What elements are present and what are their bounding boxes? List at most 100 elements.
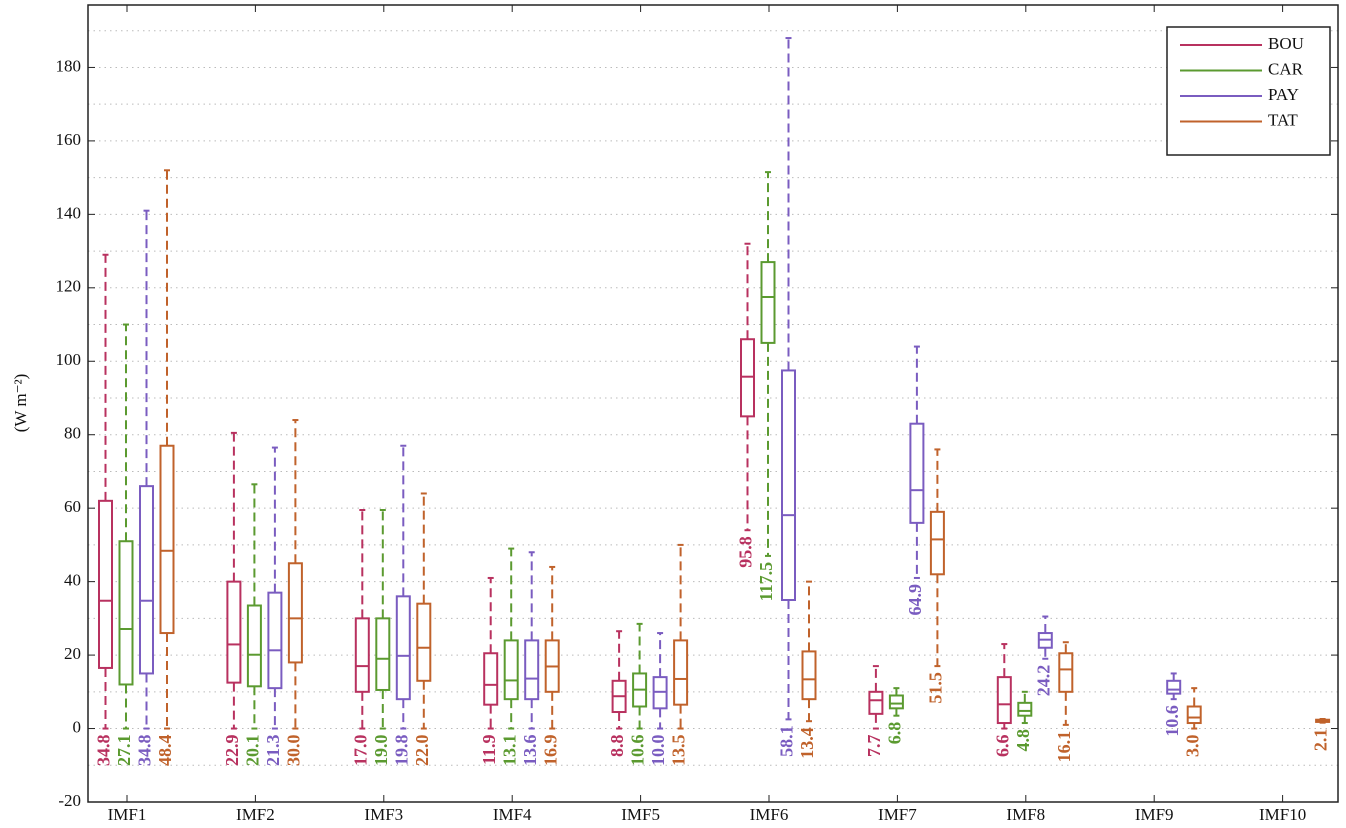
- box: [375, 617, 391, 691]
- box: [673, 639, 689, 706]
- value-label: 24.2: [1033, 665, 1053, 697]
- x-tick-label: IMF1: [108, 805, 147, 824]
- y-tick-label: 160: [56, 130, 82, 149]
- box: [416, 602, 432, 682]
- box: [868, 690, 884, 715]
- box: [246, 604, 262, 688]
- y-tick-label: 40: [64, 571, 81, 590]
- box: [740, 338, 755, 418]
- box-group: 10.6: [1162, 672, 1182, 737]
- box: [483, 652, 499, 706]
- box-group: 51.5: [926, 448, 946, 704]
- legend-label: PAY: [1268, 85, 1299, 104]
- x-tick-label: IMF6: [750, 805, 789, 824]
- value-label: 6.8: [885, 722, 905, 745]
- y-tick-label: 0: [73, 717, 82, 736]
- value-label: 16.1: [1054, 731, 1074, 763]
- box: [226, 580, 242, 684]
- value-label: 22.0: [412, 735, 432, 767]
- box-group: 17.0: [350, 509, 370, 766]
- value-label: 3.0: [1182, 735, 1202, 758]
- box: [760, 261, 776, 344]
- box-group: 34.8: [135, 209, 155, 767]
- box-group: 22.0: [412, 492, 432, 767]
- value-label: 2.1: [1311, 729, 1331, 752]
- box-group: 16.9: [540, 565, 560, 767]
- box: [287, 562, 303, 664]
- value-label: 13.5: [669, 735, 689, 767]
- box: [1186, 705, 1202, 725]
- value-label: 13.1: [499, 735, 519, 767]
- value-label: 34.8: [94, 735, 114, 767]
- x-tick-label: IMF5: [621, 805, 660, 824]
- box: [929, 510, 945, 576]
- box-group: 19.0: [371, 509, 391, 766]
- box-group: 8.8: [607, 630, 627, 757]
- x-tick-label: IMF3: [364, 805, 403, 824]
- box-group: 64.9: [905, 345, 925, 616]
- x-tick-label: IMF7: [878, 805, 917, 824]
- box-group: 13.5: [669, 543, 689, 767]
- y-tick-label: 180: [56, 56, 82, 75]
- legend-label: TAT: [1268, 110, 1298, 129]
- box: [1017, 701, 1033, 717]
- value-label: 13.6: [520, 735, 540, 767]
- y-tick-label: -20: [58, 791, 81, 810]
- box: [159, 444, 175, 635]
- box-group: 13.4: [797, 580, 817, 759]
- value-label: 20.1: [243, 735, 263, 767]
- value-label: 27.1: [114, 735, 134, 767]
- x-tick-label: IMF2: [236, 805, 275, 824]
- value-label: 22.9: [222, 735, 242, 767]
- legend-box: [1166, 26, 1331, 156]
- y-tick-label: 100: [56, 350, 82, 369]
- box-group: 6.8: [885, 687, 905, 745]
- box-group: 58.1: [777, 37, 797, 757]
- box-group: 34.8: [94, 253, 114, 767]
- box-group: 13.1: [499, 547, 519, 767]
- y-tick-label: 120: [56, 277, 82, 296]
- box-group: 22.9: [222, 431, 242, 767]
- box: [888, 694, 904, 710]
- box-group: 30.0: [284, 419, 304, 767]
- box-group: 19.8: [391, 444, 411, 766]
- value-label: 34.8: [135, 735, 155, 767]
- box-group: 20.1: [243, 483, 263, 767]
- y-tick-label: 140: [56, 203, 82, 222]
- box: [267, 591, 283, 690]
- box-group: 10.6: [628, 622, 648, 766]
- value-label: 51.5: [926, 672, 946, 704]
- value-label: 11.9: [479, 735, 499, 766]
- value-label: 30.0: [284, 735, 304, 767]
- box-group: 11.9: [479, 576, 499, 766]
- box-group: 16.1: [1054, 641, 1074, 763]
- box: [1166, 679, 1182, 695]
- value-label: 95.8: [736, 536, 756, 568]
- box: [1058, 652, 1074, 693]
- value-label: 21.3: [263, 735, 283, 767]
- box: [503, 639, 519, 701]
- legend-label: CAR: [1268, 59, 1304, 78]
- value-label: 13.4: [797, 727, 817, 759]
- box-group: 24.2: [1033, 615, 1053, 697]
- box-group: 2.1: [1311, 717, 1331, 752]
- box: [98, 499, 113, 669]
- box-group: 117.5: [756, 171, 776, 602]
- value-label: 48.4: [155, 735, 175, 767]
- box-group: 13.6: [520, 551, 540, 767]
- box-group: 48.4: [155, 169, 175, 767]
- box-group: 7.7: [864, 665, 884, 757]
- box-group: 3.0: [1182, 687, 1202, 758]
- box-group: 4.8: [1013, 690, 1033, 752]
- box-group: 21.3: [263, 446, 283, 767]
- box: [139, 485, 154, 675]
- y-tick-label: 80: [64, 424, 81, 443]
- y-tick-label: 20: [64, 644, 81, 663]
- value-label: 117.5: [756, 562, 776, 602]
- value-label: 16.9: [540, 735, 560, 767]
- x-tick-label: IMF4: [493, 805, 532, 824]
- value-label: 64.9: [905, 584, 925, 616]
- value-label: 58.1: [777, 725, 797, 757]
- box: [118, 540, 134, 686]
